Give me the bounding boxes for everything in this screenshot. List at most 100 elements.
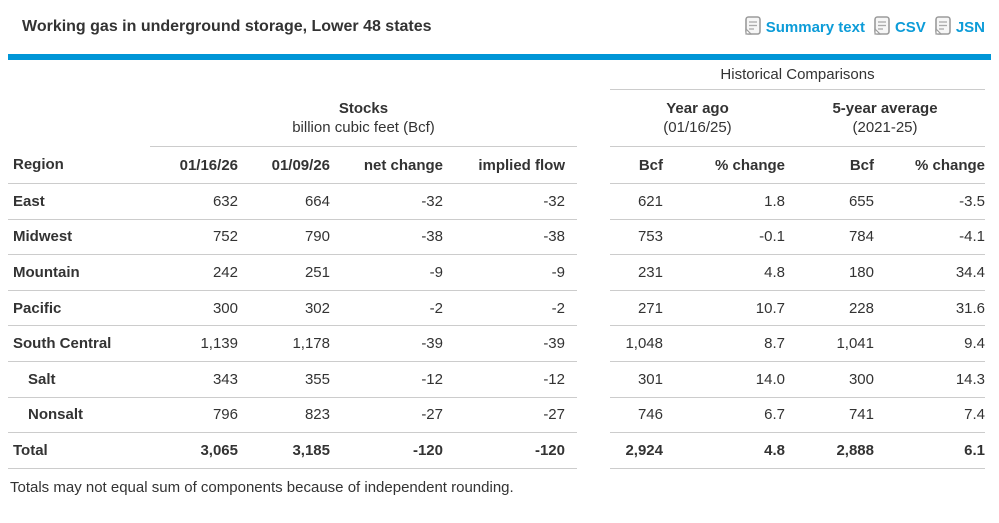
stocks-group-header: Stocks billion cubic feet (Bcf) xyxy=(150,89,577,147)
cell-value: -12 xyxy=(330,361,443,398)
storage-table: Historical Comparisons Stocks billion cu… xyxy=(8,60,986,469)
summary-text-link[interactable]: Summary text xyxy=(744,15,865,39)
column-header-net-change: net change xyxy=(330,146,443,184)
document-icon xyxy=(935,15,951,39)
cell-value: 4.8 xyxy=(663,254,785,291)
cell-value: 746 xyxy=(610,397,663,434)
cell-value: 9.4 xyxy=(874,325,986,362)
cell-value: -120 xyxy=(443,432,577,469)
cell-value: 753 xyxy=(610,219,663,256)
cell-value: 784 xyxy=(785,219,874,256)
cell-value: -0.1 xyxy=(663,219,785,256)
cell-value: 2,888 xyxy=(785,432,874,469)
historical-comparisons-row: Historical Comparisons xyxy=(8,60,986,90)
table-row-nonsalt: Nonsalt 796 823 -27 -27 746 6.7 741 7.4 xyxy=(8,397,986,434)
column-header-implied-flow: implied flow xyxy=(443,146,577,184)
table-row-salt: Salt 343 355 -12 -12 301 14.0 300 14.3 xyxy=(8,361,986,398)
cell-value: 1,041 xyxy=(785,325,874,362)
column-header-prior-week: 01/09/26 xyxy=(238,146,330,184)
cell-value: 302 xyxy=(238,290,330,327)
cell-value: -32 xyxy=(330,183,443,220)
cell-value: 790 xyxy=(238,219,330,256)
cell-value: 664 xyxy=(238,183,330,220)
cell-value: -120 xyxy=(330,432,443,469)
region-label: Midwest xyxy=(8,219,150,256)
table-row-midwest: Midwest 752 790 -38 -38 753 -0.1 784 -4.… xyxy=(8,219,986,256)
five-year-subtitle: (2021-25) xyxy=(852,119,918,136)
cell-value: 655 xyxy=(785,183,874,220)
cell-value: -39 xyxy=(443,325,577,362)
year-ago-title: Year ago xyxy=(666,100,729,117)
cell-value: 621 xyxy=(610,183,663,220)
cell-value: -32 xyxy=(443,183,577,220)
cell-value: -39 xyxy=(330,325,443,362)
column-header-5yr-pct: % change xyxy=(874,146,986,184)
cell-value: 741 xyxy=(785,397,874,434)
column-header-year-ago-bcf: Bcf xyxy=(610,146,663,184)
cell-value: 34.4 xyxy=(874,254,986,291)
historical-comparisons-header: Historical Comparisons xyxy=(610,60,986,90)
accent-divider-bar xyxy=(8,54,991,60)
cell-value: 632 xyxy=(150,183,238,220)
cell-value: 301 xyxy=(610,361,663,398)
column-header-5yr-bcf: Bcf xyxy=(785,146,874,184)
cell-value: 752 xyxy=(150,219,238,256)
cell-value: -9 xyxy=(443,254,577,291)
table-row-south-central: South Central 1,139 1,178 -39 -39 1,048 … xyxy=(8,325,986,362)
group-header-row: Stocks billion cubic feet (Bcf) Year ago… xyxy=(8,89,986,147)
cell-value: -2 xyxy=(443,290,577,327)
jsn-link[interactable]: JSN xyxy=(935,15,985,39)
cell-value: -2 xyxy=(330,290,443,327)
cell-value: 31.6 xyxy=(874,290,986,327)
cell-value: 271 xyxy=(610,290,663,327)
page-title: Working gas in underground storage, Lowe… xyxy=(22,18,432,35)
jsn-label: JSN xyxy=(955,18,985,36)
download-links: Summary text CSV JSN xyxy=(744,15,985,39)
cell-value: 7.4 xyxy=(874,397,986,434)
cell-value: 300 xyxy=(150,290,238,327)
five-year-title: 5-year average xyxy=(832,100,938,117)
cell-value: 823 xyxy=(238,397,330,434)
five-year-group-header: 5-year average (2021-25) xyxy=(785,89,986,147)
cell-value: -9 xyxy=(330,254,443,291)
cell-value: 228 xyxy=(785,290,874,327)
stocks-title: Stocks xyxy=(338,99,389,117)
cell-value: 242 xyxy=(150,254,238,291)
cell-value: -12 xyxy=(443,361,577,398)
cell-value: 231 xyxy=(610,254,663,291)
cell-value: 14.0 xyxy=(663,361,785,398)
region-label: Nonsalt xyxy=(8,397,150,434)
cell-value: 1,178 xyxy=(238,325,330,362)
column-header-row: Region 01/16/26 01/09/26 net change impl… xyxy=(8,146,986,184)
cell-value: 355 xyxy=(238,361,330,398)
table-row-pacific: Pacific 300 302 -2 -2 271 10.7 228 31.6 xyxy=(8,290,986,327)
cell-value: 1,048 xyxy=(610,325,663,362)
table-row-total: Total 3,065 3,185 -120 -120 2,924 4.8 2,… xyxy=(8,432,986,469)
table-row-east: East 632 664 -32 -32 621 1.8 655 -3.5 xyxy=(8,183,986,220)
region-label: East xyxy=(8,183,150,220)
document-icon xyxy=(744,15,761,39)
column-header-region: Region xyxy=(8,146,150,184)
cell-value: 3,065 xyxy=(150,432,238,469)
cell-value: 251 xyxy=(238,254,330,291)
document-icon xyxy=(874,15,890,39)
cell-value: 14.3 xyxy=(874,361,986,398)
csv-link[interactable]: CSV xyxy=(874,15,926,39)
region-label: South Central xyxy=(8,325,150,362)
region-label: Mountain xyxy=(8,254,150,291)
cell-value: 343 xyxy=(150,361,238,398)
summary-text-label: Summary text xyxy=(765,18,865,36)
cell-value: -38 xyxy=(443,219,577,256)
cell-value: -38 xyxy=(330,219,443,256)
column-header-current-week: 01/16/26 xyxy=(150,146,238,184)
csv-label: CSV xyxy=(894,18,926,36)
cell-value: -27 xyxy=(443,397,577,434)
region-label: Salt xyxy=(8,361,150,398)
cell-value: 8.7 xyxy=(663,325,785,362)
header-bar: Working gas in underground storage, Lowe… xyxy=(0,0,999,54)
cell-value: 796 xyxy=(150,397,238,434)
cell-value: 180 xyxy=(785,254,874,291)
rounding-footnote: Totals may not equal sum of components b… xyxy=(10,478,514,496)
cell-value: 3,185 xyxy=(238,432,330,469)
cell-value: -27 xyxy=(330,397,443,434)
